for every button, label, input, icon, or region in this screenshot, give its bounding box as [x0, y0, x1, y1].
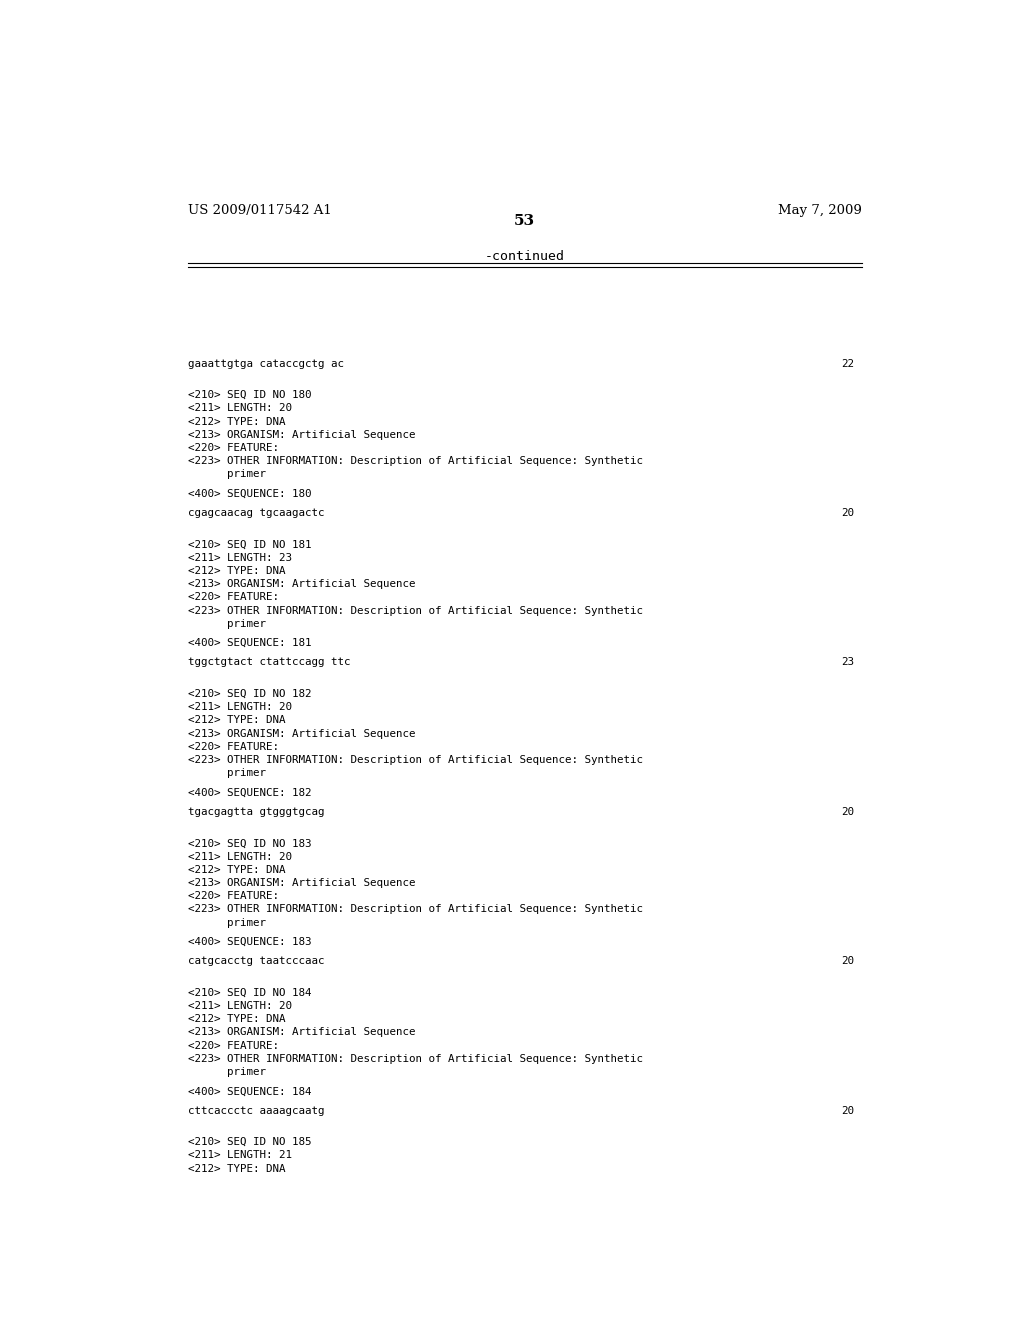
- Text: <400> SEQUENCE: 182: <400> SEQUENCE: 182: [187, 788, 311, 797]
- Text: <213> ORGANISM: Artificial Sequence: <213> ORGANISM: Artificial Sequence: [187, 430, 415, 440]
- Text: <213> ORGANISM: Artificial Sequence: <213> ORGANISM: Artificial Sequence: [187, 729, 415, 739]
- Text: 20: 20: [841, 1106, 854, 1115]
- Text: <212> TYPE: DNA: <212> TYPE: DNA: [187, 417, 285, 426]
- Text: <211> LENGTH: 23: <211> LENGTH: 23: [187, 553, 292, 562]
- Text: cttcaccctc aaaagcaatg: cttcaccctc aaaagcaatg: [187, 1106, 324, 1115]
- Text: <213> ORGANISM: Artificial Sequence: <213> ORGANISM: Artificial Sequence: [187, 1027, 415, 1038]
- Text: tggctgtact ctattccagg ttc: tggctgtact ctattccagg ttc: [187, 657, 350, 668]
- Text: 23: 23: [841, 657, 854, 668]
- Text: catgcacctg taatcccaac: catgcacctg taatcccaac: [187, 956, 324, 966]
- Text: <220> FEATURE:: <220> FEATURE:: [187, 742, 279, 752]
- Text: <400> SEQUENCE: 184: <400> SEQUENCE: 184: [187, 1086, 311, 1097]
- Text: gaaattgtga cataccgctg ac: gaaattgtga cataccgctg ac: [187, 359, 343, 368]
- Text: <212> TYPE: DNA: <212> TYPE: DNA: [187, 1164, 285, 1173]
- Text: <211> LENGTH: 20: <211> LENGTH: 20: [187, 851, 292, 862]
- Text: May 7, 2009: May 7, 2009: [778, 205, 862, 216]
- Text: <220> FEATURE:: <220> FEATURE:: [187, 1040, 279, 1051]
- Text: <212> TYPE: DNA: <212> TYPE: DNA: [187, 715, 285, 726]
- Text: <212> TYPE: DNA: <212> TYPE: DNA: [187, 1014, 285, 1024]
- Text: <213> ORGANISM: Artificial Sequence: <213> ORGANISM: Artificial Sequence: [187, 579, 415, 589]
- Text: <223> OTHER INFORMATION: Description of Artificial Sequence: Synthetic: <223> OTHER INFORMATION: Description of …: [187, 606, 642, 615]
- Text: <400> SEQUENCE: 181: <400> SEQUENCE: 181: [187, 638, 311, 648]
- Text: <223> OTHER INFORMATION: Description of Artificial Sequence: Synthetic: <223> OTHER INFORMATION: Description of …: [187, 904, 642, 915]
- Text: primer: primer: [187, 619, 265, 628]
- Text: <220> FEATURE:: <220> FEATURE:: [187, 444, 279, 453]
- Text: <213> ORGANISM: Artificial Sequence: <213> ORGANISM: Artificial Sequence: [187, 878, 415, 888]
- Text: <211> LENGTH: 20: <211> LENGTH: 20: [187, 702, 292, 713]
- Text: <210> SEQ ID NO 183: <210> SEQ ID NO 183: [187, 838, 311, 849]
- Text: primer: primer: [187, 1067, 265, 1077]
- Text: primer: primer: [187, 768, 265, 779]
- Text: <220> FEATURE:: <220> FEATURE:: [187, 593, 279, 602]
- Text: -continued: -continued: [484, 249, 565, 263]
- Text: <400> SEQUENCE: 180: <400> SEQUENCE: 180: [187, 488, 311, 499]
- Text: 22: 22: [841, 359, 854, 368]
- Text: <223> OTHER INFORMATION: Description of Artificial Sequence: Synthetic: <223> OTHER INFORMATION: Description of …: [187, 1053, 642, 1064]
- Text: <212> TYPE: DNA: <212> TYPE: DNA: [187, 566, 285, 576]
- Text: <212> TYPE: DNA: <212> TYPE: DNA: [187, 865, 285, 875]
- Text: 53: 53: [514, 214, 536, 228]
- Text: 20: 20: [841, 807, 854, 817]
- Text: <210> SEQ ID NO 180: <210> SEQ ID NO 180: [187, 391, 311, 400]
- Text: <223> OTHER INFORMATION: Description of Artificial Sequence: Synthetic: <223> OTHER INFORMATION: Description of …: [187, 755, 642, 766]
- Text: tgacgagtta gtgggtgcag: tgacgagtta gtgggtgcag: [187, 807, 324, 817]
- Text: 20: 20: [841, 508, 854, 517]
- Text: <211> LENGTH: 20: <211> LENGTH: 20: [187, 1001, 292, 1011]
- Text: primer: primer: [187, 917, 265, 928]
- Text: <211> LENGTH: 21: <211> LENGTH: 21: [187, 1151, 292, 1160]
- Text: cgagcaacag tgcaagactc: cgagcaacag tgcaagactc: [187, 508, 324, 517]
- Text: 20: 20: [841, 956, 854, 966]
- Text: <211> LENGTH: 20: <211> LENGTH: 20: [187, 404, 292, 413]
- Text: US 2009/0117542 A1: US 2009/0117542 A1: [187, 205, 332, 216]
- Text: <220> FEATURE:: <220> FEATURE:: [187, 891, 279, 902]
- Text: <210> SEQ ID NO 185: <210> SEQ ID NO 185: [187, 1138, 311, 1147]
- Text: <210> SEQ ID NO 184: <210> SEQ ID NO 184: [187, 987, 311, 998]
- Text: <223> OTHER INFORMATION: Description of Artificial Sequence: Synthetic: <223> OTHER INFORMATION: Description of …: [187, 457, 642, 466]
- Text: <210> SEQ ID NO 181: <210> SEQ ID NO 181: [187, 540, 311, 549]
- Text: primer: primer: [187, 470, 265, 479]
- Text: <210> SEQ ID NO 182: <210> SEQ ID NO 182: [187, 689, 311, 700]
- Text: <400> SEQUENCE: 183: <400> SEQUENCE: 183: [187, 937, 311, 946]
